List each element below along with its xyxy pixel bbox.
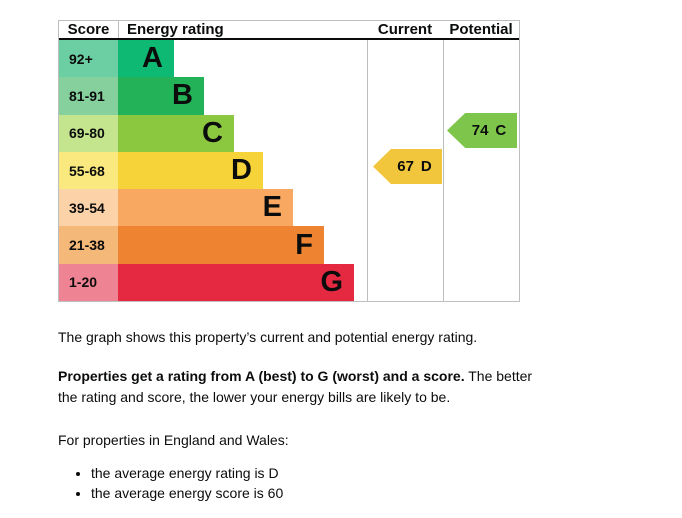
- band-row-d: 55-68 D: [59, 151, 519, 190]
- average-score-bullet: the average energy score is 60: [91, 484, 538, 504]
- band-bar-a: A: [118, 40, 174, 78]
- chart-header-row: Score Energy rating Current Potential: [59, 21, 519, 40]
- band-score-range: 69-80: [59, 114, 118, 152]
- band-row-a: 92+ A: [59, 40, 519, 78]
- column-header-energy-rating: Energy rating: [118, 21, 367, 38]
- explanation-regular-text: The better: [468, 368, 533, 384]
- averages-bullet-list: the average energy rating is D the avera…: [58, 464, 538, 503]
- explanation-line-2: the rating and score, the lower your ene…: [58, 389, 451, 405]
- current-rating-letter: D: [420, 158, 432, 175]
- band-bar-b: B: [118, 77, 204, 115]
- chart-description: The graph shows this property’s current …: [58, 327, 538, 503]
- band-score-range: 81-91: [59, 77, 118, 115]
- current-column-divider: [367, 21, 368, 301]
- explanation-bold-text: Properties get a rating from A (best) to…: [58, 368, 465, 384]
- intro-paragraph: The graph shows this property’s current …: [58, 329, 478, 345]
- band-row-e: 39-54 E: [59, 189, 519, 227]
- potential-rating-score: 74: [471, 122, 489, 139]
- band-row-b: 81-91 B: [59, 77, 519, 115]
- band-row-f: 21-38 F: [59, 226, 519, 264]
- explanation-line-1: Properties get a rating from A (best) to…: [58, 366, 538, 387]
- band-score-range: 21-38: [59, 226, 118, 264]
- band-bar-d: D: [118, 151, 263, 190]
- band-score-range: 1-20: [59, 263, 118, 302]
- energy-rating-chart: Score Energy rating Current Potential 92…: [58, 20, 520, 302]
- rating-explanation-paragraph: Properties get a rating from A (best) to…: [58, 366, 538, 408]
- region-heading: For properties in England and Wales:: [58, 432, 289, 448]
- potential-column-divider: [443, 21, 444, 301]
- band-row-c: 69-80 C: [59, 114, 519, 152]
- current-rating-score: 67: [397, 158, 414, 175]
- band-bar-c: C: [118, 114, 234, 152]
- column-header-score: Score: [67, 21, 110, 38]
- band-bar-f: F: [118, 226, 324, 264]
- band-bar-g: G: [118, 263, 354, 302]
- band-row-g: 1-20 G: [59, 263, 519, 302]
- column-header-current: Current: [377, 21, 433, 38]
- band-score-range: 39-54: [59, 189, 118, 227]
- band-rows: 92+ A 81-91 B 69-80 C 55-68 D 39-54 E 21…: [59, 40, 519, 302]
- column-header-potential: Potential: [449, 21, 513, 38]
- band-score-range: 55-68: [59, 151, 118, 190]
- band-bar-e: E: [118, 189, 293, 227]
- average-rating-bullet: the average energy rating is D: [91, 464, 538, 484]
- band-score-range: 92+: [59, 40, 118, 78]
- potential-rating-letter: C: [495, 122, 507, 139]
